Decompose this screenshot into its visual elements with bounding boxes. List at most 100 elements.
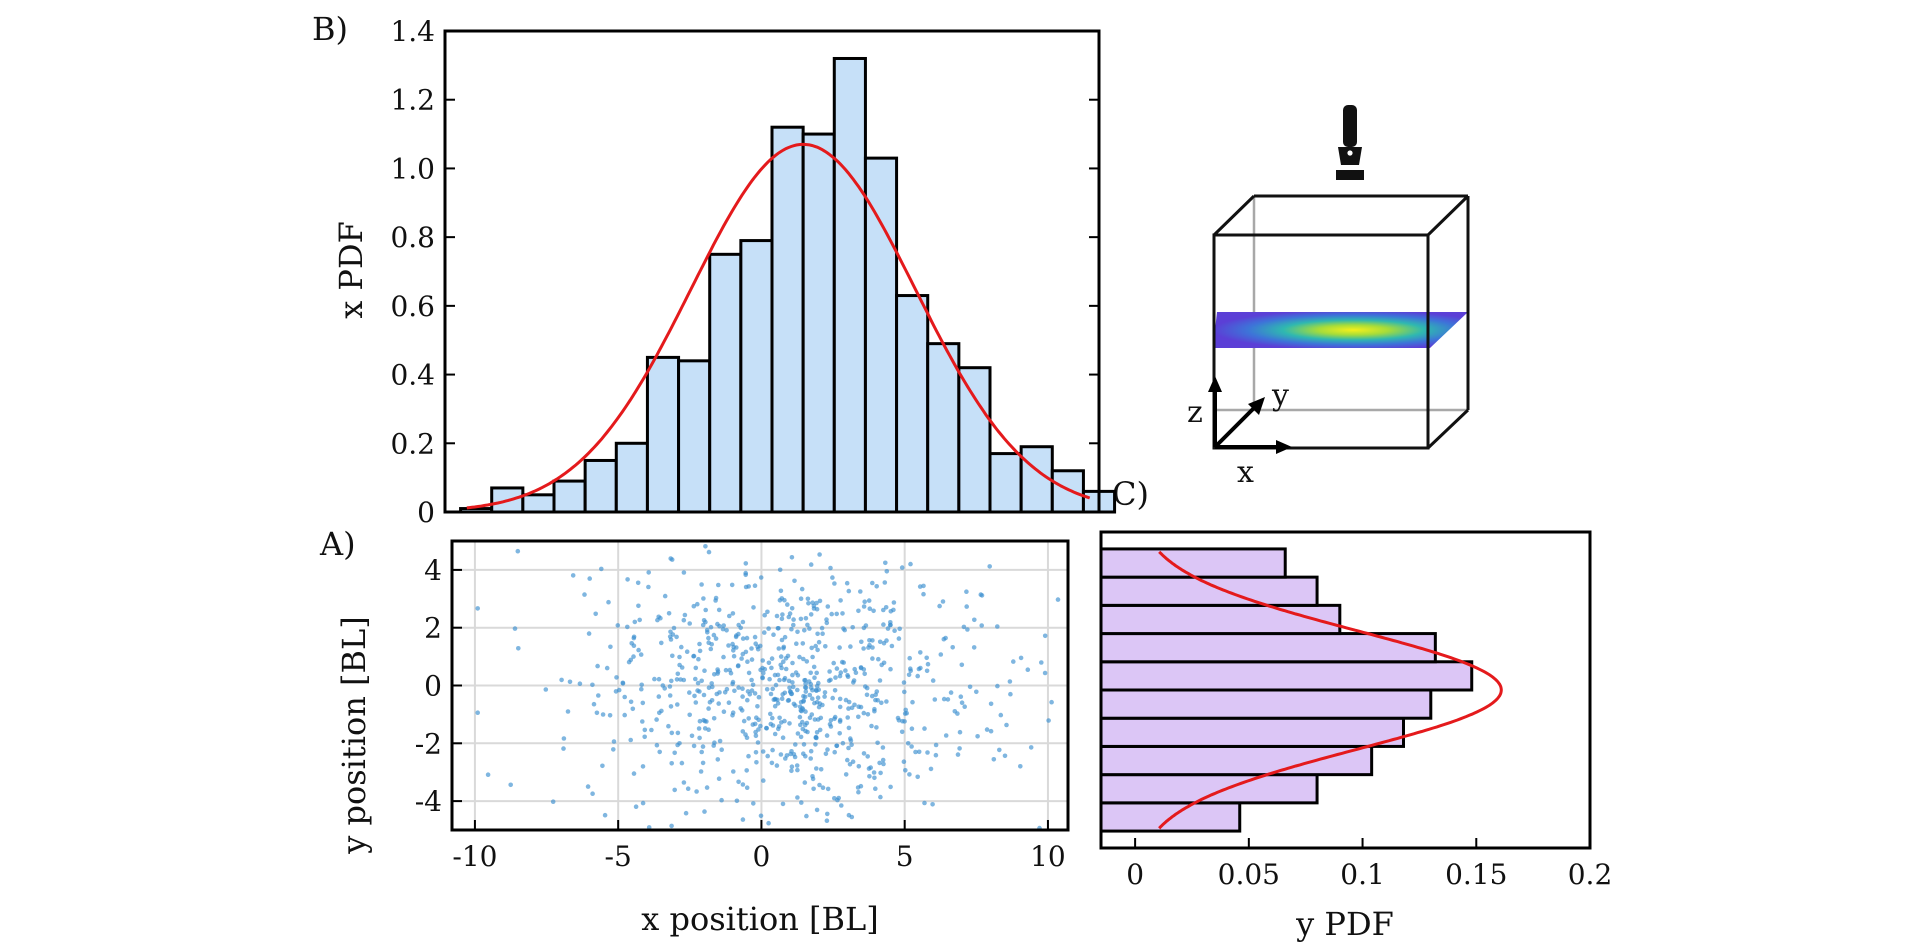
scatter-point bbox=[674, 634, 679, 640]
scatter-point bbox=[849, 814, 855, 820]
scatter-point bbox=[715, 757, 721, 762]
scatter-point bbox=[790, 672, 795, 678]
scatter-point bbox=[741, 718, 747, 724]
scatter-point bbox=[921, 591, 926, 597]
scatter-point bbox=[783, 666, 789, 672]
scatter-point bbox=[758, 667, 763, 673]
scatter-point bbox=[727, 613, 732, 619]
scatter-point bbox=[681, 570, 687, 575]
scatter-point bbox=[812, 717, 818, 722]
scatter-point bbox=[771, 632, 776, 637]
scatter-point bbox=[809, 645, 814, 651]
light-sheet bbox=[1213, 312, 1468, 348]
scatter-point bbox=[880, 757, 886, 763]
scatter-point bbox=[691, 603, 697, 609]
scatter-point bbox=[808, 756, 813, 761]
scatter-point bbox=[731, 769, 736, 774]
scatter-point bbox=[861, 751, 867, 756]
scatter-point bbox=[559, 677, 564, 683]
scatter-point bbox=[642, 727, 648, 733]
scatter-point bbox=[734, 645, 739, 650]
scatter-point bbox=[932, 697, 938, 702]
tank-front-edges bbox=[1212, 194, 1470, 450]
scatter-point bbox=[901, 759, 907, 764]
scatter-point bbox=[672, 787, 677, 793]
scatter-point bbox=[897, 626, 902, 632]
scatter-point bbox=[765, 753, 770, 759]
scatter-point bbox=[933, 742, 939, 748]
scatter-point bbox=[803, 728, 808, 734]
scatter-point bbox=[828, 718, 834, 723]
scatter-point bbox=[808, 685, 814, 690]
scatter-point bbox=[679, 760, 685, 766]
scatter-point bbox=[913, 749, 918, 755]
scatter-point bbox=[744, 735, 750, 740]
scatter-point bbox=[1042, 670, 1048, 676]
scatter-point bbox=[620, 681, 626, 686]
scatter-point bbox=[632, 619, 638, 625]
scatter-point bbox=[833, 675, 838, 680]
scatter-point bbox=[753, 733, 759, 739]
x-hist-bar bbox=[645, 355, 681, 514]
scatter-point bbox=[666, 723, 671, 729]
scatter-point bbox=[958, 694, 964, 699]
scatter-point bbox=[695, 601, 700, 607]
scatter-point bbox=[837, 673, 843, 679]
scatter-point bbox=[613, 689, 619, 694]
scatter-point bbox=[837, 645, 842, 650]
scatter-point bbox=[822, 694, 827, 699]
scatter-point bbox=[848, 644, 853, 649]
y-hist-xlabel: y PDF bbox=[1295, 905, 1394, 942]
scatter-point bbox=[809, 712, 815, 717]
y-hist-xtick-label: 0 bbox=[1126, 858, 1144, 891]
scatter-point bbox=[798, 734, 804, 740]
scatter-point bbox=[846, 745, 851, 751]
scatter-point bbox=[830, 575, 835, 580]
scatter-point bbox=[602, 812, 608, 818]
scatter-point bbox=[740, 729, 746, 734]
scatter-point bbox=[808, 562, 814, 567]
scatter-point bbox=[802, 628, 807, 633]
x-hist-bar bbox=[957, 366, 992, 514]
scatter-point bbox=[877, 639, 883, 645]
scatter-point bbox=[858, 665, 864, 670]
scatter-point bbox=[802, 780, 808, 785]
scatter-point bbox=[810, 776, 816, 782]
scatter-point bbox=[825, 811, 830, 817]
scatter-point bbox=[837, 731, 842, 736]
scatter-point bbox=[794, 641, 799, 646]
scatter-point bbox=[957, 746, 962, 751]
scatter-point bbox=[812, 675, 817, 680]
scatter-point bbox=[567, 679, 573, 685]
scatter-point bbox=[872, 775, 877, 781]
scatter-point bbox=[780, 612, 785, 617]
scatter-point bbox=[728, 670, 734, 676]
scatter-point bbox=[715, 621, 720, 627]
scatter-point bbox=[991, 757, 997, 762]
scatter-point bbox=[838, 598, 843, 603]
scatter-point bbox=[629, 641, 634, 646]
scatter-point bbox=[852, 666, 857, 672]
scatter-ytick-label: -4 bbox=[415, 785, 442, 818]
scatter-point bbox=[607, 713, 613, 718]
scatter-point bbox=[726, 700, 732, 705]
scatter-point bbox=[795, 629, 800, 635]
scatter-point bbox=[907, 772, 912, 777]
axis-letter-z: z bbox=[1187, 395, 1203, 430]
scatter-point bbox=[789, 626, 794, 632]
scatter-point bbox=[888, 666, 893, 672]
scatter-point bbox=[865, 712, 871, 717]
scatter-point bbox=[585, 784, 591, 789]
scatter-point bbox=[699, 749, 704, 755]
scatter-point bbox=[679, 644, 684, 650]
scatter-point bbox=[508, 782, 513, 788]
tank-schematic: z y x bbox=[1187, 105, 1470, 490]
scatter-point bbox=[516, 646, 521, 651]
scatter-point bbox=[770, 686, 775, 692]
scatter-point bbox=[850, 625, 855, 630]
scatter-point bbox=[802, 694, 808, 700]
scatter-point bbox=[948, 690, 954, 695]
scatter-point bbox=[787, 721, 792, 726]
scatter-point bbox=[635, 580, 641, 586]
y-hist-bar bbox=[1099, 547, 1287, 579]
